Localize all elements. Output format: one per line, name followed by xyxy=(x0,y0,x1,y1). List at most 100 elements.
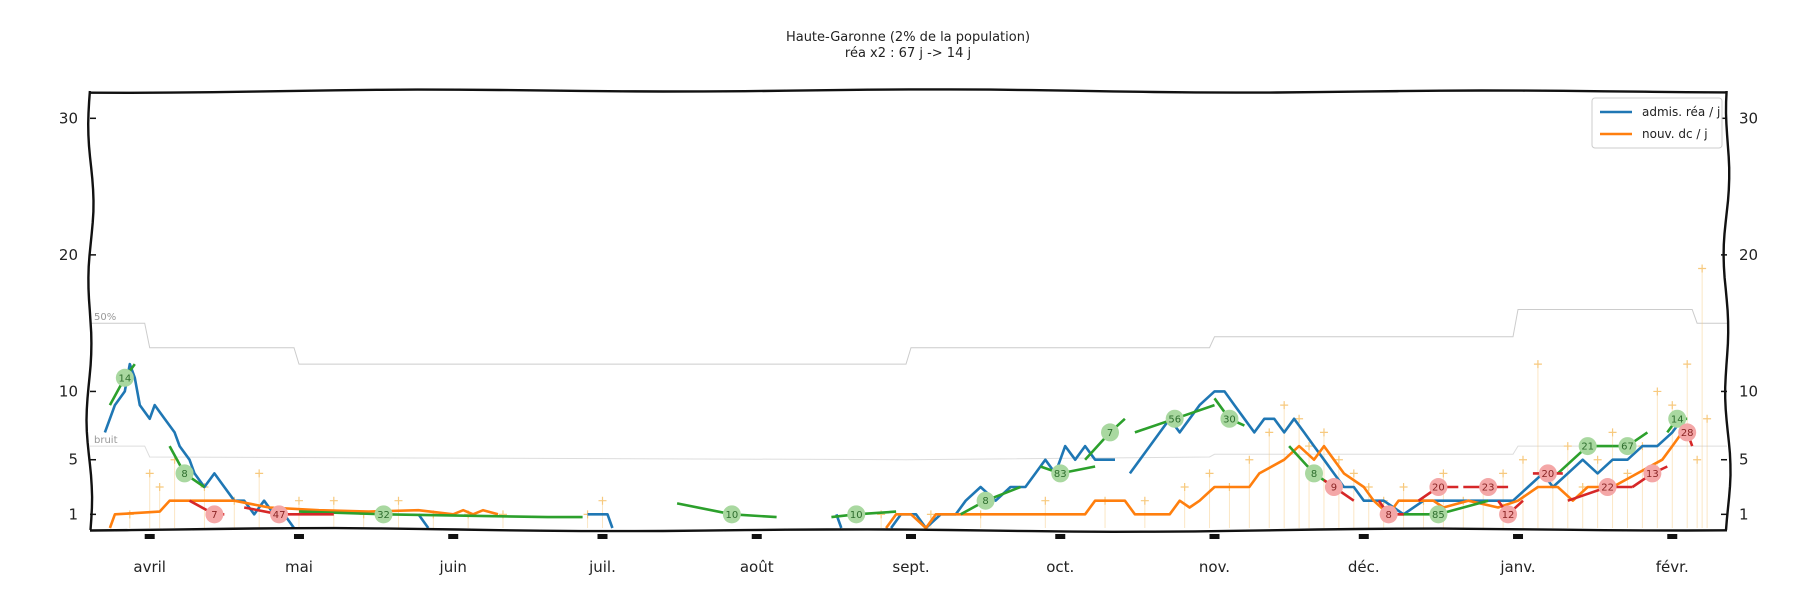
x-tick-label-sept: sept. xyxy=(892,558,929,576)
band-layer: 50% bruit xyxy=(90,309,1727,461)
legend-label-nouv-dc-j: nouv. dc / j xyxy=(1642,127,1708,141)
growth-fit-label-9: 30 xyxy=(1223,414,1236,425)
growth-fit-marker-14 xyxy=(1668,409,1687,428)
frame-top xyxy=(89,88,1728,95)
x-tick-label-aout: août xyxy=(740,558,774,576)
decay-fit-label-10: 28 xyxy=(1681,428,1694,439)
daily-death-point-53 xyxy=(1693,455,1702,464)
legend: admis. réa / j nouv. dc / j xyxy=(1591,97,1723,149)
growth-fit-marker-11 xyxy=(1429,505,1448,524)
decay-fit-label-5: 23 xyxy=(1482,483,1495,494)
decay-fit-marker-4 xyxy=(1429,478,1448,497)
decay-fit-marker-0 xyxy=(205,505,224,524)
x-tick-avril xyxy=(144,534,155,539)
x-tick-janv xyxy=(1513,534,1524,539)
y-tick-label-left-10: 10 xyxy=(59,382,78,400)
growth-fit-label-13: 67 xyxy=(1621,442,1634,453)
x-tick-label-mai: mai xyxy=(285,558,313,576)
growth-fit-marker-9 xyxy=(1220,409,1239,428)
growth-fit-marker-7 xyxy=(1101,423,1120,442)
growth-fit-label-6: 83 xyxy=(1054,469,1067,480)
daily-death-point-19 xyxy=(1041,496,1050,505)
daily-death-point-17 xyxy=(926,510,935,519)
x-tick-label-juil: juil. xyxy=(588,558,616,576)
growth-fit-marker-2 xyxy=(374,505,393,524)
daily-death-point-44 xyxy=(1563,442,1572,451)
daily-death-point-54 xyxy=(1698,264,1707,273)
growth-fit-label-11: 85 xyxy=(1432,510,1445,521)
daily-deaths-scatter-layer xyxy=(125,264,1712,528)
daily-death-point-26 xyxy=(1265,428,1274,437)
growth-fit-marker-8 xyxy=(1165,409,1184,428)
daily-death-point-6 xyxy=(255,469,264,478)
daily-death-point-50 xyxy=(1653,387,1662,396)
growth-fit-label-4: 10 xyxy=(850,510,863,521)
decay-fit-label-4: 20 xyxy=(1432,483,1445,494)
y-tick-label-left-30: 30 xyxy=(59,109,78,127)
daily-death-point-52 xyxy=(1683,360,1692,369)
growth-fit-marker-3 xyxy=(722,505,741,524)
growth-fit-marker-1 xyxy=(175,464,194,483)
daily-death-point-45 xyxy=(1578,483,1587,492)
daily-death-point-8 xyxy=(329,496,338,505)
series-line-nouv-dc-j-seg-1 xyxy=(885,431,1684,530)
daily-death-point-25 xyxy=(1245,455,1254,464)
decay-fit-marker-1 xyxy=(270,505,289,524)
growth-fit-marker-10 xyxy=(1305,464,1324,483)
x-tick-label-dec: déc. xyxy=(1348,558,1380,576)
daily-death-point-47 xyxy=(1608,428,1617,437)
growth-fit-label-7: 7 xyxy=(1107,428,1113,439)
daily-death-point-46 xyxy=(1593,455,1602,464)
daily-death-point-31 xyxy=(1334,455,1343,464)
fit-markers-layer: 14 8 32 10 10 8 83 7 56 30 8 85 21 67 14 7 47 9 8 20 23 12 20 2… xyxy=(115,368,1697,524)
series-line-admis-rea-j-seg-1 xyxy=(417,513,430,529)
y-tick-label-right-5: 5 xyxy=(1739,451,1749,469)
daily-death-point-1 xyxy=(145,469,154,478)
band-label-bruit: bruit xyxy=(94,435,118,446)
y-tick-label-left-20: 20 xyxy=(59,246,78,264)
daily-death-point-23 xyxy=(1205,469,1214,478)
y-tick-label-right-20: 20 xyxy=(1739,246,1758,264)
series-lines-layer xyxy=(103,362,1684,530)
daily-death-point-51 xyxy=(1668,401,1677,410)
x-tick-juin xyxy=(448,534,459,539)
growth-fit-label-3: 10 xyxy=(725,510,738,521)
x-tick-mai xyxy=(293,534,304,539)
decay-fit-marker-3 xyxy=(1379,505,1398,524)
daily-death-point-32 xyxy=(1349,469,1358,478)
decay-fit-label-0: 7 xyxy=(211,510,217,521)
x-tick-label-juin: juin xyxy=(439,558,467,576)
chart-subtitle: réa x2 : 67 j -> 14 j xyxy=(844,46,972,61)
legend-label-admis-rea-j: admis. réa / j xyxy=(1642,105,1720,119)
decay-fit-label-3: 8 xyxy=(1385,510,1391,521)
daily-death-point-30 xyxy=(1319,428,1328,437)
daily-death-point-7 xyxy=(294,496,303,505)
decay-fit-marker-8 xyxy=(1598,478,1617,497)
daily-death-point-27 xyxy=(1280,401,1289,410)
growth-fit-label-2: 32 xyxy=(377,510,390,521)
growth-fit-label-5: 8 xyxy=(982,496,988,507)
daily-death-point-40 xyxy=(1499,469,1508,478)
axes-layer: 1 1 5 5 10 10 20 20 30 30 avril mai juin juil. août sep… xyxy=(59,109,1758,576)
chart-title-block: Haute-Garonne (2% de la population) réa … xyxy=(0,30,1816,62)
x-tick-label-janv: janv. xyxy=(1499,558,1535,576)
x-tick-nov xyxy=(1209,534,1220,539)
y-tick-label-right-10: 10 xyxy=(1739,382,1758,400)
decay-fit-marker-5 xyxy=(1479,478,1498,497)
daily-death-point-29 xyxy=(1305,442,1314,451)
x-tick-dec xyxy=(1358,534,1369,539)
daily-death-point-21 xyxy=(1140,496,1149,505)
y-tick-label-left-5: 5 xyxy=(68,451,78,469)
decay-fit-marker-2 xyxy=(1324,478,1343,497)
series-line-nouv-dc-j-seg-0 xyxy=(108,499,499,529)
daily-death-point-42 xyxy=(1533,360,1542,369)
daily-death-point-22 xyxy=(1180,483,1189,492)
band-line-bruit xyxy=(90,445,1727,461)
frame-bottom xyxy=(89,526,1728,534)
fit-lines-layer xyxy=(108,363,1694,519)
x-tick-juil xyxy=(597,534,608,539)
growth-fit-label-0: 14 xyxy=(118,373,131,384)
growth-fit-marker-5 xyxy=(976,491,995,510)
growth-fit-marker-6 xyxy=(1051,464,1070,483)
